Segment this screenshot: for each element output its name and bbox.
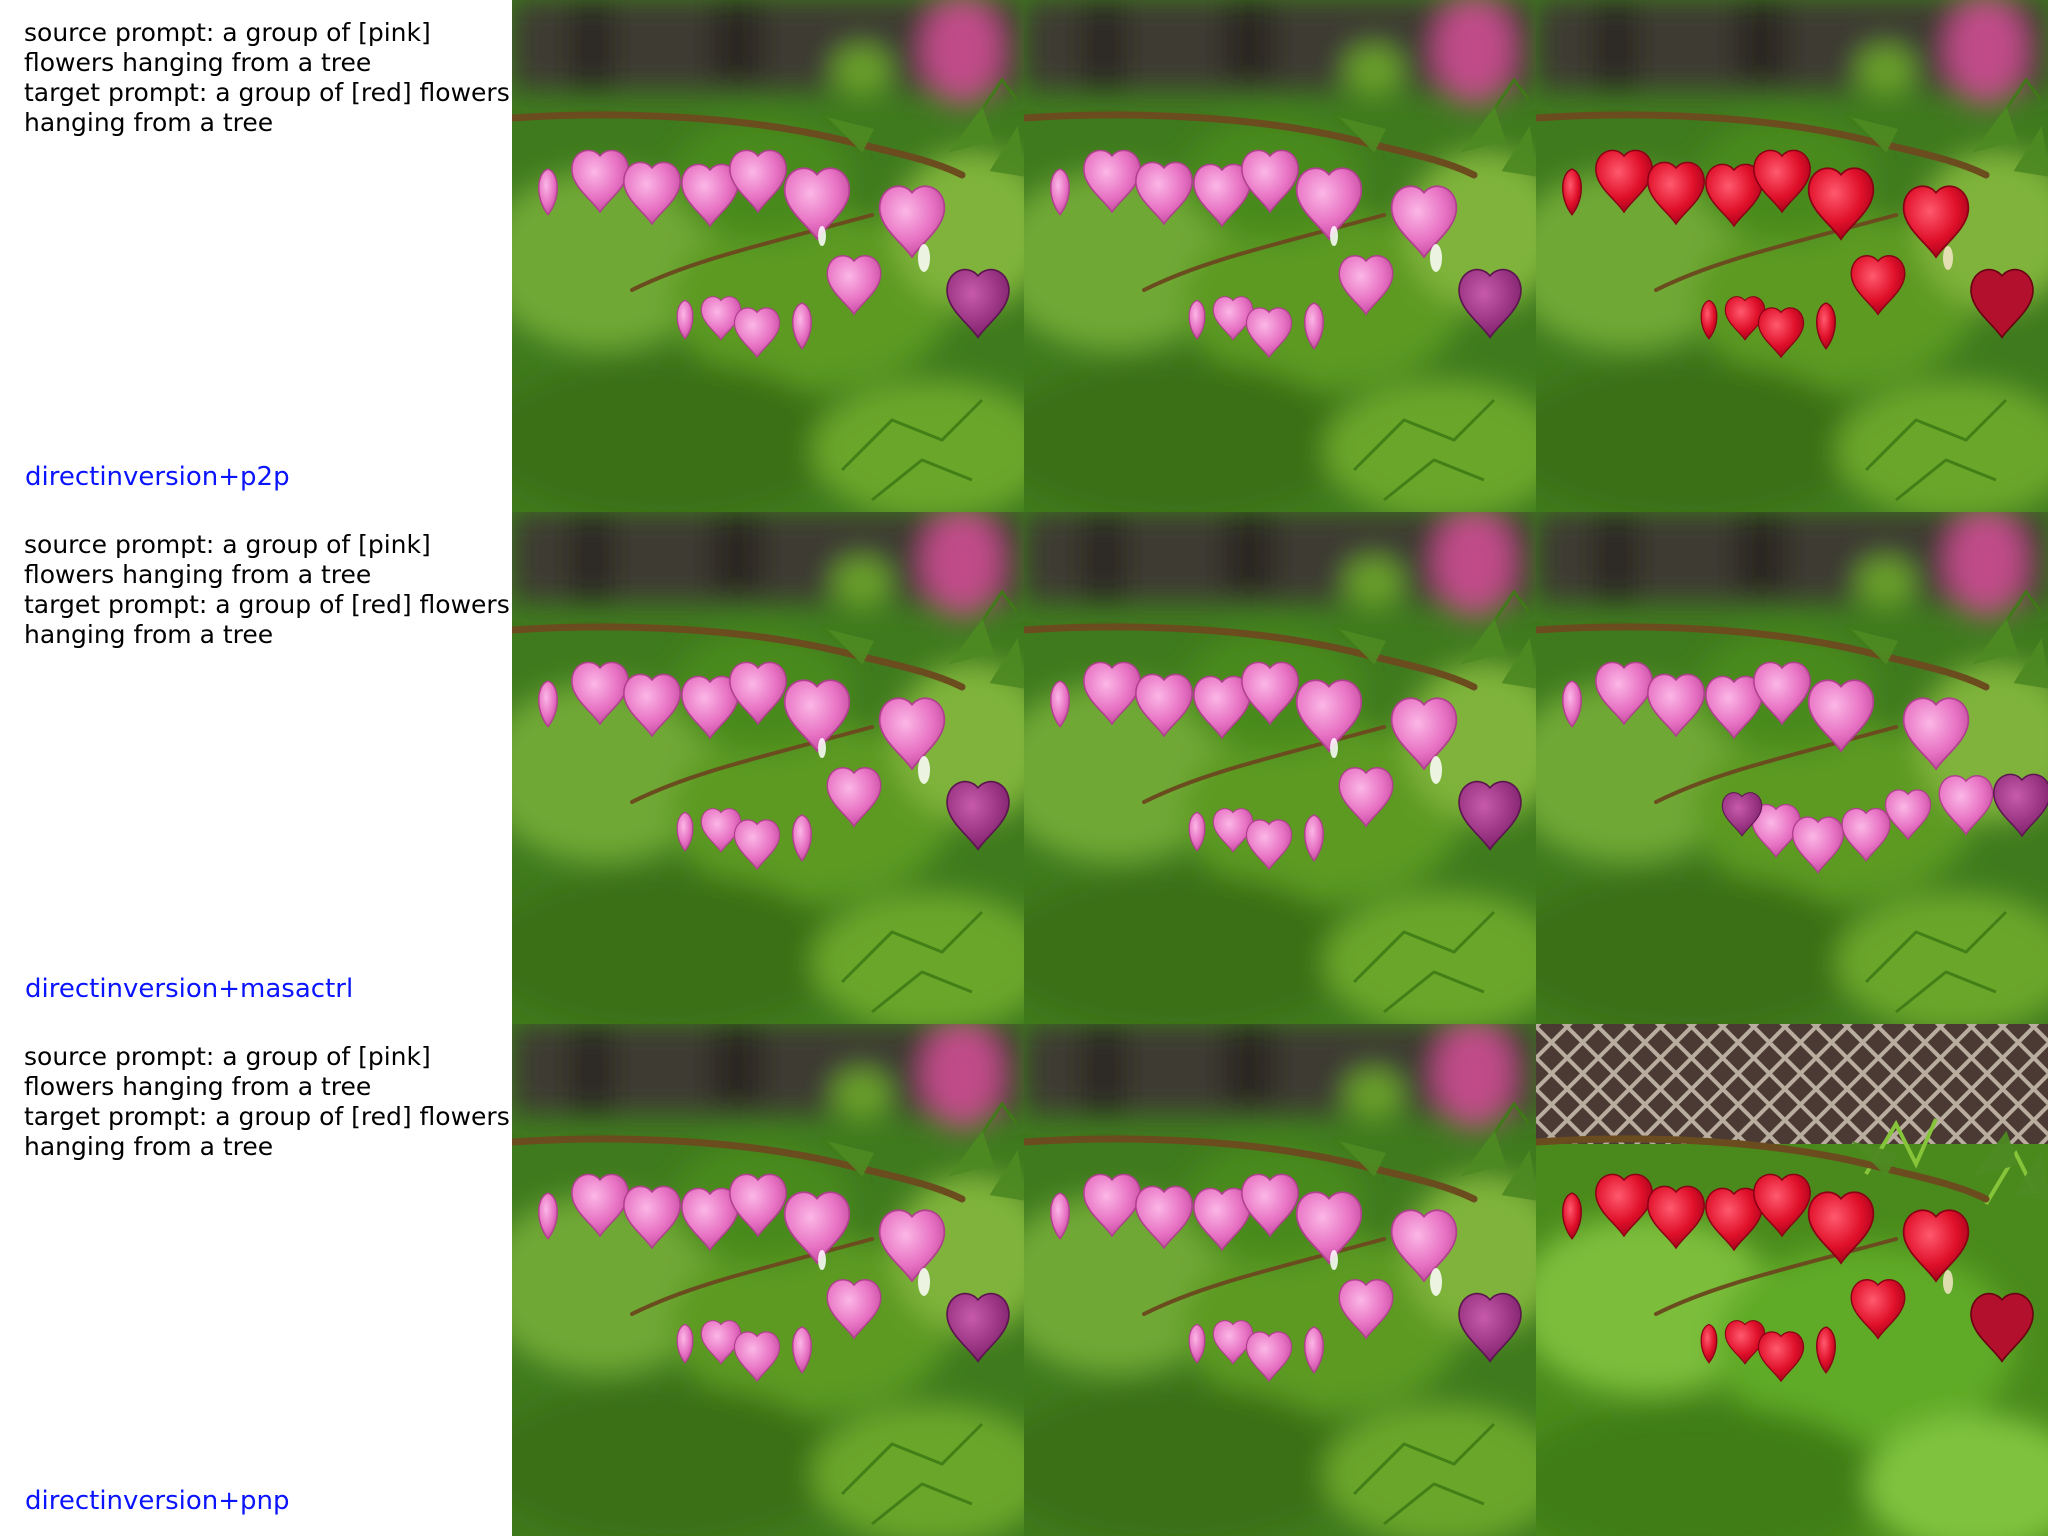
target-prompt: target prompt: a group of [red] flowers … bbox=[24, 590, 510, 649]
edited-image bbox=[1536, 0, 2048, 512]
method-label: directinversion+p2p bbox=[25, 462, 290, 492]
caption-column: source prompt: a group of [pink] flowers… bbox=[0, 512, 512, 1024]
method-label: directinversion+pnp bbox=[25, 1486, 290, 1516]
source-image bbox=[512, 512, 1024, 1024]
source-prompt: source prompt: a group of [pink] flowers… bbox=[24, 1042, 431, 1101]
prompt-text: source prompt: a group of [pink] flowers… bbox=[24, 18, 512, 138]
source-prompt: source prompt: a group of [pink] flowers… bbox=[24, 18, 431, 77]
reconstruction-image bbox=[1024, 0, 1536, 512]
prompt-text: source prompt: a group of [pink] flowers… bbox=[24, 530, 512, 650]
result-row-masactrl: source prompt: a group of [pink] flowers… bbox=[0, 512, 2048, 1024]
edited-image bbox=[1536, 1024, 2048, 1536]
reconstruction-image bbox=[1024, 1024, 1536, 1536]
reconstruction-image bbox=[1024, 512, 1536, 1024]
target-prompt: target prompt: a group of [red] flowers … bbox=[24, 78, 510, 137]
method-label: directinversion+masactrl bbox=[25, 974, 354, 1004]
caption-column: source prompt: a group of [pink] flowers… bbox=[0, 0, 512, 512]
edited-image bbox=[1536, 512, 2048, 1024]
target-prompt: target prompt: a group of [red] flowers … bbox=[24, 1102, 510, 1161]
caption-column: source prompt: a group of [pink] flowers… bbox=[0, 1024, 512, 1536]
result-row-p2p: source prompt: a group of [pink] flowers… bbox=[0, 0, 2048, 512]
source-image bbox=[512, 0, 1024, 512]
source-prompt: source prompt: a group of [pink] flowers… bbox=[24, 530, 431, 589]
source-image bbox=[512, 1024, 1024, 1536]
result-row-pnp: source prompt: a group of [pink] flowers… bbox=[0, 1024, 2048, 1536]
prompt-text: source prompt: a group of [pink] flowers… bbox=[24, 1042, 512, 1162]
